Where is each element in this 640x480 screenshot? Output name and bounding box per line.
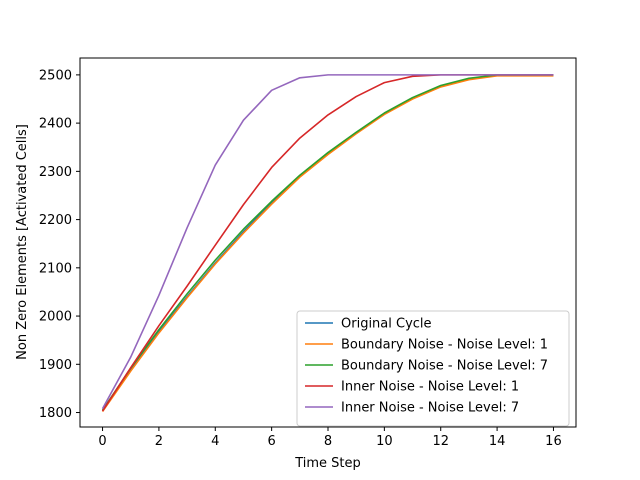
x-tick-label: 0 (98, 434, 106, 449)
x-tick-label: 6 (267, 434, 275, 449)
series-line-5 (101, 74, 554, 410)
legend-entry: Inner Noise - Noise Level: 7 (341, 401, 519, 416)
x-tick-label: 2 (155, 434, 163, 449)
series-line-2 (101, 75, 554, 413)
legend: Original Cycle Boundary Noise - Noise Lev… (296, 310, 570, 427)
series-line-3 (101, 74, 554, 411)
x-tick-label: 10 (376, 434, 393, 449)
x-tick-label: 14 (489, 434, 506, 449)
legend-entry: Boundary Noise - Noise Level: 1 (341, 338, 548, 353)
legend-entry: Original Cycle (341, 317, 432, 332)
x-axis-label: Time Step (294, 456, 361, 471)
y-tick-label: 2500 (39, 68, 72, 83)
x-tick-label: 4 (211, 434, 219, 449)
x-tick-label: 12 (432, 434, 449, 449)
plot-area (79, 57, 577, 428)
y-tick-label: 2300 (39, 165, 72, 180)
y-tick-label: 2000 (39, 310, 72, 325)
y-axis-label: Non Zero Elements [Activated Cells] (15, 124, 30, 360)
y-tick-label: 1900 (39, 358, 72, 373)
x-tick-label: 16 (545, 434, 562, 449)
legend-box (296, 310, 570, 427)
y-tick-label: 1800 (39, 406, 72, 421)
x-axis: 0 2 4 6 8 10 12 14 16 (98, 427, 562, 449)
y-tick-label: 2100 (39, 261, 72, 276)
y-axis: 1800 1900 2000 2100 2200 2300 2400 2500 (39, 68, 80, 421)
y-tick-label: 2200 (39, 213, 72, 228)
y-tick-label: 2400 (39, 117, 72, 132)
x-tick-label: 8 (324, 434, 332, 449)
legend-entry: Inner Noise - Noise Level: 1 (341, 380, 519, 395)
legend-entry: Boundary Noise - Noise Level: 7 (341, 359, 548, 374)
